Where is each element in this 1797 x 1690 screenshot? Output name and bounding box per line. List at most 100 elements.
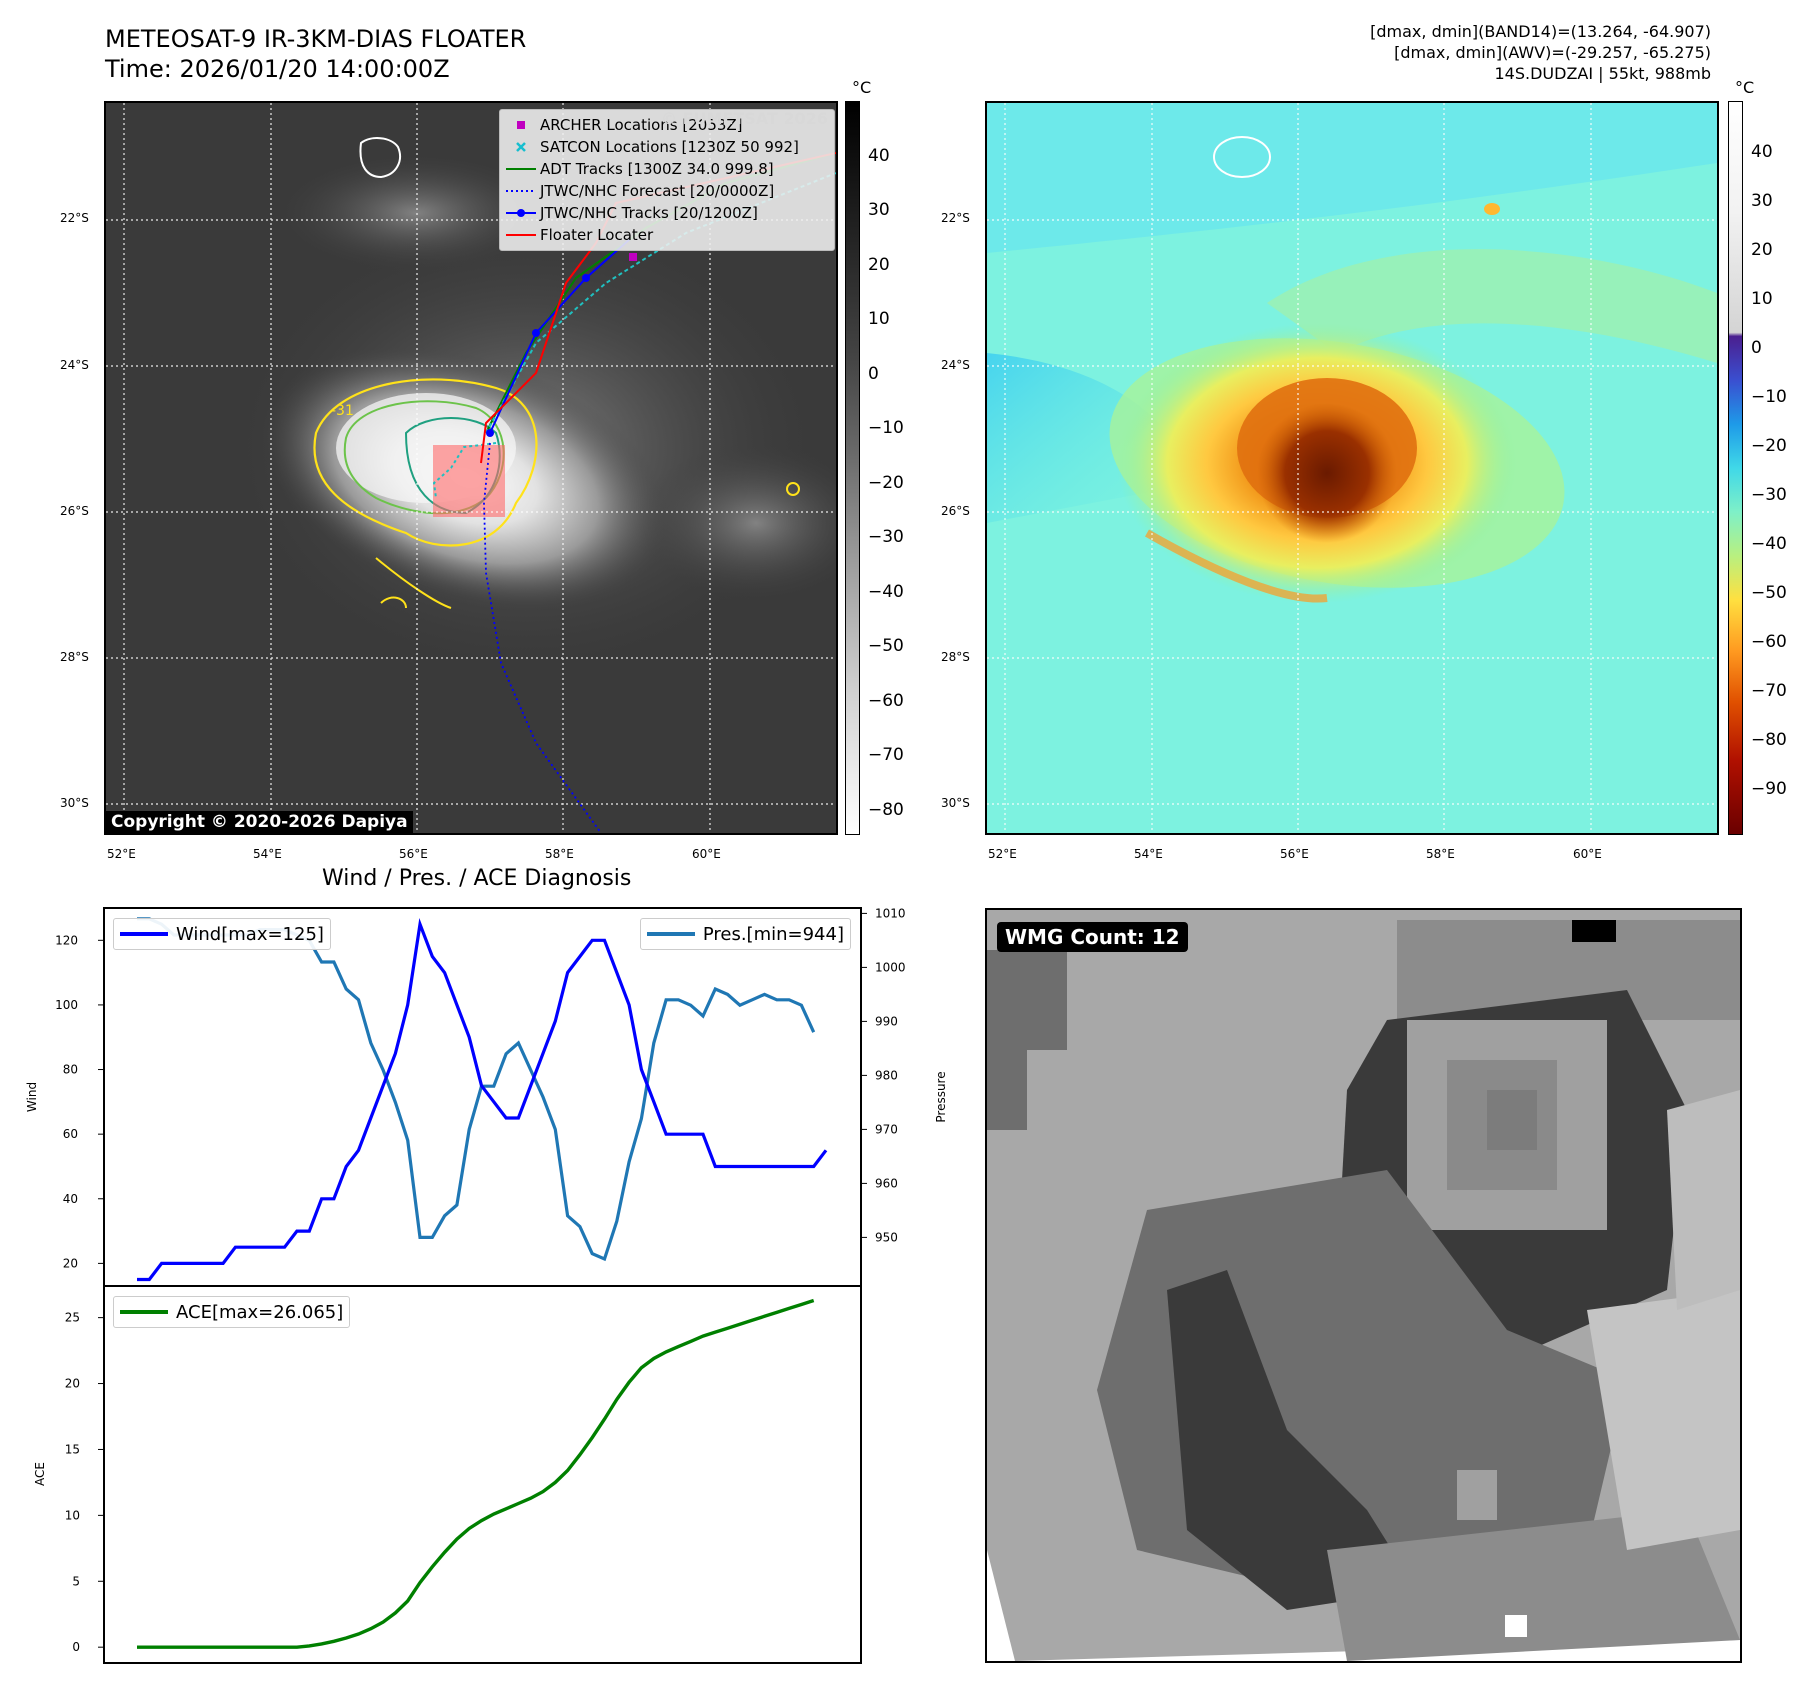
lon-label: 52°E <box>988 847 1017 861</box>
lat-label: 30°S <box>941 796 970 810</box>
pressure-tick-label: 990 <box>875 1014 898 1028</box>
ace-tick-label: 15 <box>65 1442 80 1456</box>
legend-item-satcon: SATCON Locations [1230Z 50 992] <box>502 136 832 158</box>
ir-map-panel: -31 ARCHER Locat <box>104 101 838 835</box>
pressure-tick-label: 1000 <box>875 960 906 974</box>
legend-label: JTWC/NHC Tracks [20/1200Z] <box>540 204 758 222</box>
lon-label: 60°E <box>692 847 721 861</box>
colorbar-tick: −70 <box>1751 681 1787 701</box>
colorbar-wv <box>1728 101 1743 835</box>
colorbar-tick: 10 <box>1751 289 1773 309</box>
colorbar-tick: −90 <box>1751 779 1787 799</box>
pressure-tick-label: 960 <box>875 1176 898 1190</box>
stats-awv: [dmax, dmin](AWV)=(-29.257, -65.275) <box>1394 43 1711 62</box>
wind-axis-label: Wind <box>25 1082 39 1112</box>
dotted-line-icon <box>502 180 540 202</box>
lon-label: 54°E <box>1134 847 1163 861</box>
ace-axis-label: ACE <box>33 1462 47 1486</box>
pressure-series-line <box>137 917 816 1262</box>
legend-item-forecast: JTWC/NHC Forecast [20/0000Z] <box>502 180 832 202</box>
colorbar-tick: −30 <box>868 527 904 547</box>
colorbar-tick: 20 <box>868 255 890 275</box>
ace-legend: ACE[max=26.065] <box>113 1296 351 1328</box>
lon-label: 56°E <box>1280 847 1309 861</box>
pressure-tick-label: 950 <box>875 1230 898 1244</box>
wind-tick-label: 120 <box>55 933 78 947</box>
colorbar-tick: 20 <box>1751 240 1773 260</box>
colorbar-tick: 30 <box>868 200 890 220</box>
contour-label: -31 <box>331 403 354 419</box>
legend-label: ADT Tracks [1300Z 34.0 999.8] <box>540 160 774 178</box>
wv-map-panel <box>985 101 1719 835</box>
colorbar-ir-unit: °C <box>852 78 872 97</box>
ace-line-icon <box>120 1310 168 1314</box>
solid-line-icon <box>502 158 540 180</box>
colorbar-tick: −80 <box>1751 730 1787 750</box>
ace-series-line <box>137 1298 815 1649</box>
colorbar-tick: −50 <box>1751 583 1787 603</box>
watermark: © EUMETSAT 2026 <box>661 109 828 128</box>
wind-tick-label: 60 <box>63 1127 78 1141</box>
lat-label: 22°S <box>941 211 970 225</box>
colorbar-wv-unit: °C <box>1735 78 1755 97</box>
lat-label: 30°S <box>60 796 89 810</box>
legend-label: Floater Locater <box>540 226 654 244</box>
ace-tick-label: 5 <box>72 1574 80 1588</box>
wind-series-line <box>137 917 828 1282</box>
pressure-tick-label: 1010 <box>875 906 906 920</box>
lat-label: 26°S <box>60 504 89 518</box>
lon-label: 60°E <box>1573 847 1602 861</box>
line-dot-icon <box>502 202 540 224</box>
colorbar-tick: −70 <box>868 745 904 765</box>
wind-pressure-plot: 20 40 60 80 100 120 950 960 970 980 990 1000 1010 <box>55 906 906 1282</box>
legend-label: SATCON Locations [1230Z 50 992] <box>540 138 799 156</box>
colorbar-tick: −40 <box>868 582 904 602</box>
colorbar-tick: 0 <box>868 364 879 384</box>
colorbar-tick: 40 <box>868 146 890 166</box>
colorbar-tick: 30 <box>1751 191 1773 211</box>
figure-title: METEOSAT-9 IR-3KM-DIAS FLOATER <box>105 25 527 53</box>
colorbar-tick: −20 <box>868 473 904 493</box>
pressure-tick-label: 970 <box>875 1122 898 1136</box>
wv-map-image <box>987 103 1717 833</box>
square-marker-icon <box>502 114 540 136</box>
lat-label: 22°S <box>60 211 89 225</box>
wmg-panel: WMG Count: 12 <box>985 908 1742 1663</box>
colorbar-tick: −60 <box>868 691 904 711</box>
lat-label: 24°S <box>941 358 970 372</box>
wmg-count-badge: WMG Count: 12 <box>997 922 1188 952</box>
colorbar-ir <box>845 101 860 835</box>
wind-tick-label: 80 <box>63 1063 78 1077</box>
colorbar-tick: 40 <box>1751 142 1773 162</box>
wind-plot-frame <box>103 907 862 1287</box>
lon-label: 54°E <box>253 847 282 861</box>
colorbar-tick: −50 <box>868 636 904 656</box>
pressure-legend: Pres.[min=944] <box>639 918 851 950</box>
lat-label: 28°S <box>941 650 970 664</box>
ace-tick-label: 0 <box>72 1640 80 1654</box>
wind-legend-label: Wind[max=125] <box>176 923 324 945</box>
wind-line-icon <box>120 932 168 936</box>
legend-item-tracks: JTWC/NHC Tracks [20/1200Z] <box>502 202 832 224</box>
wind-tick-label: 100 <box>55 998 78 1012</box>
lon-label: 58°E <box>545 847 574 861</box>
colorbar-ir-ticks: 40 30 20 10 0 −10 −20 −30 −40 −50 −60 −7… <box>868 101 928 835</box>
x-marker-icon <box>502 136 540 158</box>
pressure-legend-label: Pres.[min=944] <box>702 923 844 945</box>
lon-label: 52°E <box>107 847 136 861</box>
colorbar-tick: −10 <box>1751 387 1787 407</box>
colorbar-tick: −80 <box>868 800 904 820</box>
figure-time: Time: 2026/01/20 14:00:00Z <box>105 55 450 83</box>
colorbar-tick: −10 <box>868 418 904 438</box>
lat-label: 24°S <box>60 358 89 372</box>
pressure-axis-label: Pressure <box>934 1071 948 1122</box>
ace-tick-label: 20 <box>65 1377 80 1391</box>
lat-label: 26°S <box>941 504 970 518</box>
storm-info: 14S.DUDZAI | 55kt, 988mb <box>1494 64 1712 83</box>
lat-label: 28°S <box>60 650 89 664</box>
legend-label: ARCHER Locations [2053Z] <box>540 116 743 134</box>
colorbar-tick: −60 <box>1751 632 1787 652</box>
wind-tick-label: 20 <box>63 1256 78 1270</box>
pressure-line-icon <box>646 932 695 936</box>
diagnosis-title: Wind / Pres. / ACE Diagnosis <box>322 866 632 891</box>
